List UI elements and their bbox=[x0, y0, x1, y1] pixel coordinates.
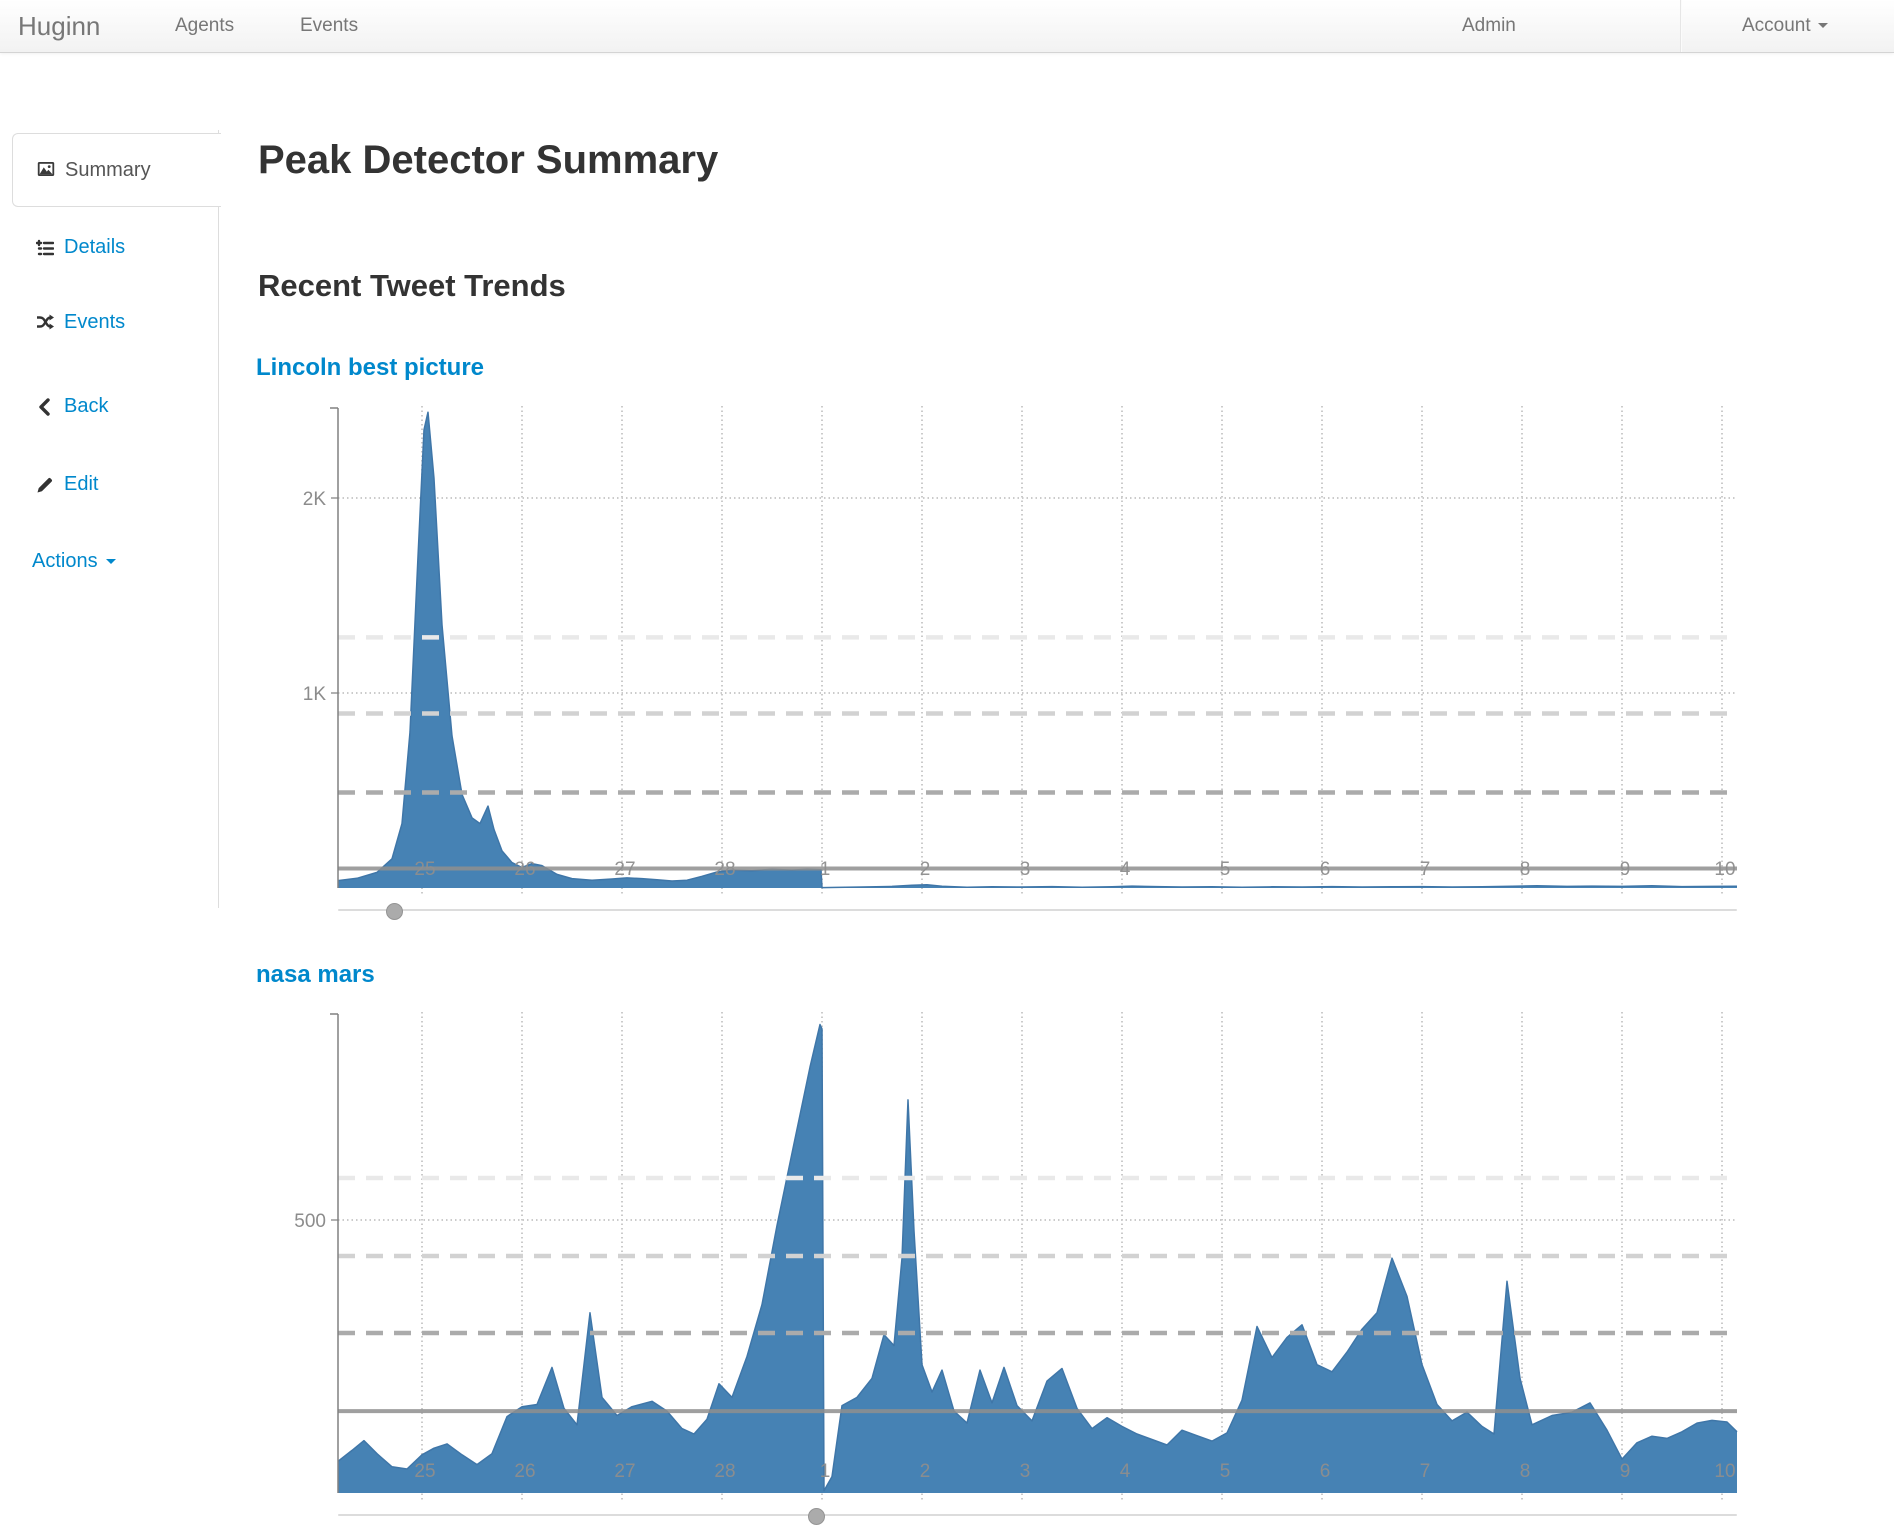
chart-nasa-mars: 500 25 26 27 28 1 2 3 4 5 6 7 8 9 10 bbox=[288, 1010, 1745, 1502]
svg-text:2: 2 bbox=[920, 1461, 931, 1482]
svg-text:26: 26 bbox=[514, 1461, 535, 1482]
picture-icon bbox=[37, 161, 55, 179]
svg-text:1K: 1K bbox=[303, 684, 327, 705]
navbar-divider bbox=[1680, 0, 1682, 52]
top-navbar: Huginn Agents Events Admin Account bbox=[0, 0, 1894, 53]
svg-text:7: 7 bbox=[1420, 1461, 1431, 1482]
section-title: Recent Tweet Trends bbox=[258, 268, 566, 303]
chart-range-slider[interactable] bbox=[338, 909, 1737, 911]
svg-text:5: 5 bbox=[1220, 1461, 1231, 1482]
svg-text:9: 9 bbox=[1620, 1461, 1631, 1482]
chart-link-nasa-mars[interactable]: nasa mars bbox=[256, 961, 375, 988]
nav-item-admin[interactable]: Admin bbox=[1462, 15, 1516, 36]
svg-text:1: 1 bbox=[820, 1461, 831, 1482]
svg-text:500: 500 bbox=[294, 1211, 326, 1232]
chevron-left-icon bbox=[36, 397, 54, 416]
svg-text:28: 28 bbox=[714, 1461, 735, 1482]
sidebar-item-label: Actions bbox=[32, 550, 98, 572]
sidebar-item-label: Edit bbox=[64, 473, 99, 495]
sidebar-item-label: Details bbox=[64, 236, 126, 258]
sidebar-border bbox=[218, 130, 219, 908]
sidebar-item-edit[interactable]: Edit bbox=[36, 473, 98, 496]
svg-text:6: 6 bbox=[1320, 1461, 1331, 1482]
svg-text:4: 4 bbox=[1120, 1461, 1131, 1482]
details-icon bbox=[35, 239, 55, 257]
sidebar-item-label: Back bbox=[64, 395, 109, 417]
pencil-icon bbox=[36, 476, 54, 494]
sidebar-item-label: Summary bbox=[65, 158, 151, 181]
chart-lincoln-best-picture: 2K1K2526272812345678910 bbox=[288, 403, 1745, 897]
caret-down-icon bbox=[105, 559, 116, 564]
svg-text:27: 27 bbox=[614, 1461, 635, 1482]
sidebar-item-summary[interactable]: Summary bbox=[12, 133, 221, 207]
nav-item-account[interactable]: Account bbox=[1742, 0, 1828, 52]
sidebar-item-details[interactable]: Details bbox=[35, 236, 126, 259]
svg-text:3: 3 bbox=[1020, 1461, 1031, 1482]
chart-link-lincoln-best-picture[interactable]: Lincoln best picture bbox=[256, 354, 485, 381]
account-label: Account bbox=[1742, 15, 1811, 36]
svg-text:25: 25 bbox=[414, 1461, 435, 1482]
svg-text:8: 8 bbox=[1520, 1461, 1531, 1482]
shuffle-icon bbox=[36, 314, 54, 332]
sidebar-actions-dropdown[interactable]: Actions bbox=[32, 550, 116, 573]
sidebar-item-label: Events bbox=[64, 311, 126, 333]
chart-range-slider[interactable] bbox=[338, 1514, 1737, 1516]
sidebar-item-events[interactable]: Events bbox=[36, 311, 125, 334]
svg-text:2K: 2K bbox=[303, 489, 327, 510]
nav-item-events[interactable]: Events bbox=[300, 15, 359, 36]
nav-item-agents[interactable]: Agents bbox=[175, 15, 235, 36]
slider-handle[interactable] bbox=[386, 903, 403, 920]
slider-handle[interactable] bbox=[808, 1508, 825, 1525]
page-title: Peak Detector Summary bbox=[258, 138, 719, 182]
sidebar-item-back[interactable]: Back bbox=[36, 395, 108, 418]
brand-logo[interactable]: Huginn bbox=[18, 11, 101, 41]
caret-down-icon bbox=[1817, 23, 1828, 29]
svg-text:10: 10 bbox=[1714, 1461, 1735, 1482]
